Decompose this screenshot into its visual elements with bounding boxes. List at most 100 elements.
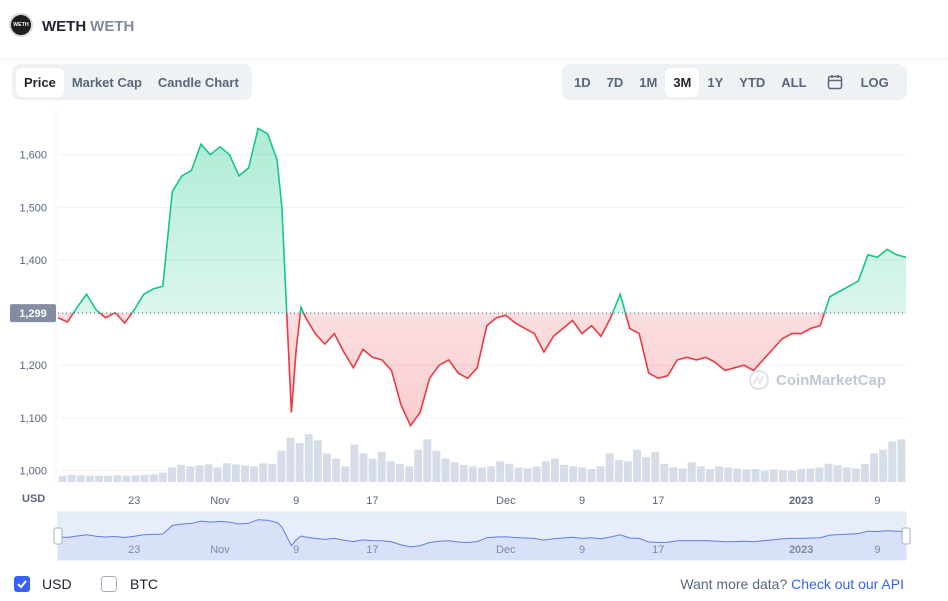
baseline-label: 1,299 <box>19 308 47 320</box>
volume-bar <box>195 465 204 482</box>
volume-bar <box>487 466 496 482</box>
volume-bar <box>213 467 222 482</box>
coinmarketcap-watermark-icon <box>749 370 769 390</box>
volume-bar <box>414 449 423 482</box>
volume-bar <box>268 463 277 482</box>
x-tick-label: 9 <box>293 495 299 507</box>
range-ytd[interactable]: YTD <box>739 74 766 90</box>
usd-checkbox[interactable] <box>14 576 30 592</box>
volume-bar <box>642 457 651 482</box>
y-tick-label: 1,600 <box>19 150 47 162</box>
volume-bar <box>250 466 259 482</box>
navigator-right-handle[interactable] <box>901 527 911 545</box>
volume-bar <box>177 464 186 482</box>
volume-bar <box>669 467 678 482</box>
tab-market-cap[interactable]: Market Cap <box>71 74 142 90</box>
volume-bar <box>870 453 879 482</box>
volume-bar <box>596 466 605 482</box>
y-tick-label: 1,200 <box>19 360 47 372</box>
volume-bar <box>359 453 368 482</box>
x-tick-label: 23 <box>128 495 140 507</box>
volume-bar <box>514 467 523 482</box>
range-7d[interactable]: 7D <box>606 74 624 90</box>
volume-bar <box>705 469 714 482</box>
volume-bar <box>633 449 641 482</box>
volume-bar <box>67 474 76 482</box>
volume-bar <box>231 464 240 482</box>
y-tick-label: 1,000 <box>19 465 47 477</box>
x-tick-label: 17 <box>652 495 664 507</box>
coin-title: WETH WETH <box>42 18 134 35</box>
volume-bar <box>304 434 313 482</box>
volume-bar <box>140 474 149 482</box>
volume-bar <box>751 469 760 482</box>
range-3m[interactable]: 3M <box>665 67 700 97</box>
y-unit-label: USD <box>22 493 45 505</box>
volume-bar <box>76 475 85 482</box>
volume-bar <box>842 467 851 482</box>
volume-bar <box>888 441 897 482</box>
range-1y[interactable]: 1Y <box>707 74 724 90</box>
log-scale-button[interactable]: LOG <box>860 74 889 90</box>
x-tick-label: Dec <box>496 495 516 507</box>
price-chart-svg[interactable]: 1,000 1,100 1,200 1,400 1,500 1,600 1,299 CoinM… <box>0 100 948 570</box>
volume-bar <box>350 444 359 482</box>
volume-bar <box>323 453 331 482</box>
x-tick-label: 9 <box>874 495 880 507</box>
chart-footer: USD BTC Want more data? Check out our AP… <box>0 570 948 601</box>
volume-bar <box>450 462 459 482</box>
volume-bar <box>778 470 787 482</box>
navigator-tick-label: 23 <box>128 544 140 556</box>
volume-bar <box>687 462 696 482</box>
range-all[interactable]: ALL <box>781 74 807 90</box>
x-tick-label: Nov <box>210 495 230 507</box>
more-data-prompt: Want more data? <box>680 576 788 592</box>
volume-bar <box>222 463 231 482</box>
volume-bar <box>897 439 906 482</box>
volume-bar <box>569 466 578 482</box>
navigator-tick-label: 2023 <box>789 544 813 556</box>
y-tick-label: 1,400 <box>19 255 47 267</box>
volume-bar <box>815 467 824 482</box>
navigator-tick-label: 9 <box>874 544 880 556</box>
navigator-tick-label: 17 <box>366 544 378 556</box>
volume-bar <box>696 466 705 482</box>
y-tick-label: 1,500 <box>19 202 47 214</box>
volume-bar <box>240 465 249 482</box>
volume-bar <box>560 464 569 482</box>
navigator-left-handle[interactable] <box>53 527 63 545</box>
volume-bar <box>468 466 477 482</box>
navigator-line <box>57 519 907 548</box>
volume-bar <box>204 464 213 482</box>
volume-bar <box>587 469 596 482</box>
btc-label: BTC <box>130 576 158 592</box>
calendar-icon[interactable] <box>827 74 843 90</box>
volume-bar <box>550 458 559 482</box>
volume-bar <box>395 463 404 482</box>
volume-bar <box>806 468 815 482</box>
x-tick-label: 9 <box>579 495 585 507</box>
range-1m[interactable]: 1M <box>639 74 658 90</box>
x-tick-label: 17 <box>366 495 378 507</box>
tab-candle-chart[interactable]: Candle Chart <box>157 74 239 90</box>
volume-bar <box>286 437 295 482</box>
volume-bar <box>122 475 131 482</box>
btc-checkbox[interactable] <box>101 576 117 592</box>
volume-bar <box>432 450 441 482</box>
tab-price[interactable]: Price <box>16 67 64 97</box>
volume-bar <box>85 475 94 482</box>
coin-header: WETH WETH WETH <box>0 0 948 59</box>
range-1d[interactable]: 1D <box>574 74 591 90</box>
volume-bar <box>797 469 806 482</box>
volume-bar <box>423 439 432 482</box>
volume-bar <box>824 463 833 482</box>
volume-bar <box>614 460 623 482</box>
volume-bar <box>186 466 195 482</box>
weth-logo-icon: WETH <box>9 13 33 37</box>
y-tick-label: 1,100 <box>19 413 47 425</box>
volume-bar <box>851 468 860 482</box>
navigator-tick-label: 9 <box>579 544 585 556</box>
volume-bar <box>386 461 395 482</box>
volume-bar <box>113 475 122 482</box>
api-link[interactable]: Check out our API <box>791 576 904 592</box>
